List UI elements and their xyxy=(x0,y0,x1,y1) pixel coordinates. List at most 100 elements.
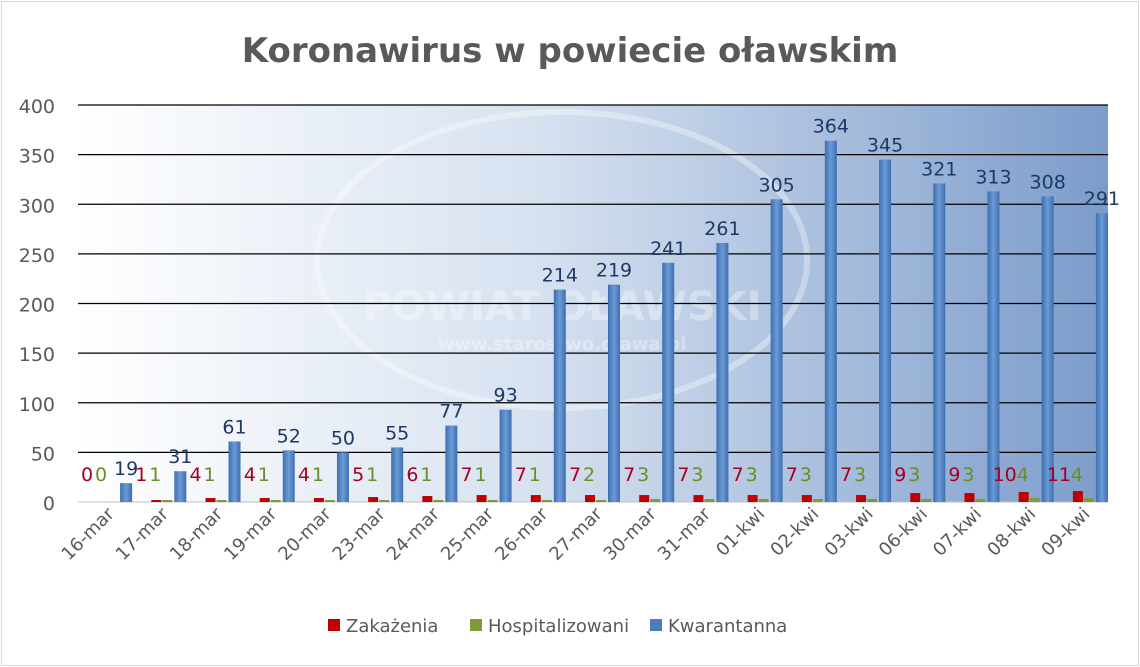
data-label: 9 xyxy=(894,464,906,486)
data-label: 61 xyxy=(222,416,246,438)
bar-kwarantanna xyxy=(716,242,729,502)
bar-hospitalizowani xyxy=(324,500,335,502)
data-label: 1 xyxy=(135,464,147,486)
legend: Zakażenia Hospitalizowani Kwarantanna xyxy=(328,616,787,637)
bar-zakazenia xyxy=(801,495,812,502)
data-label: 3 xyxy=(908,464,920,486)
bar-hospitalizowani xyxy=(379,500,390,502)
data-label: 6 xyxy=(406,464,418,486)
x-tick-label: 17-mar xyxy=(112,503,173,564)
bar-zakazenia xyxy=(422,496,433,502)
x-tick-label: 07-kwi xyxy=(929,504,986,561)
data-label: 7 xyxy=(732,464,744,486)
x-tick-label: 02-kwi xyxy=(766,504,823,561)
data-label: 1 xyxy=(366,464,378,486)
data-label: 50 xyxy=(331,427,355,449)
data-label: 10 xyxy=(993,464,1017,486)
data-label: 308 xyxy=(1030,171,1066,193)
y-tick-label: 300 xyxy=(19,195,55,217)
bar-hospitalizowani xyxy=(216,500,227,502)
bar-kwarantanna xyxy=(174,471,187,502)
bar-zakazenia xyxy=(964,493,975,502)
y-tick-label: 0 xyxy=(43,493,55,515)
data-label: 7 xyxy=(569,464,581,486)
data-label: 3 xyxy=(800,464,812,486)
bar-zakazenia xyxy=(476,495,487,502)
bar-kwarantanna xyxy=(228,441,241,502)
data-label: 4 xyxy=(1017,464,1029,486)
data-label: 7 xyxy=(786,464,798,486)
data-label: 11 xyxy=(1047,464,1071,486)
bar-hospitalizowani xyxy=(1083,498,1094,502)
bar-hospitalizowani xyxy=(975,499,986,502)
legend-label: Kwarantanna xyxy=(668,616,787,637)
chart-title: Koronawirus w powiecie oławskim xyxy=(242,31,899,71)
data-label: 9 xyxy=(948,464,960,486)
bar-zakazenia xyxy=(205,498,216,502)
bar-kwarantanna xyxy=(608,284,620,502)
bar-kwarantanna xyxy=(499,409,512,502)
bar-kwarantanna xyxy=(933,183,946,502)
data-label: 291 xyxy=(1084,188,1120,210)
data-label: 31 xyxy=(168,446,192,468)
y-tick-label: 250 xyxy=(19,245,55,267)
legend-label: Hospitalizowani xyxy=(488,616,629,637)
data-label: 241 xyxy=(650,238,686,260)
data-label: 3 xyxy=(962,464,974,486)
data-label: 313 xyxy=(975,166,1011,188)
bar-hospitalizowani xyxy=(758,499,769,502)
bar-zakazenia xyxy=(1018,492,1029,502)
bar-hospitalizowani xyxy=(812,499,823,502)
bar-kwarantanna xyxy=(770,199,783,502)
x-tick-label: 19-mar xyxy=(220,503,281,564)
data-label: 1 xyxy=(529,464,541,486)
data-label: 19 xyxy=(114,458,138,480)
bar-hospitalizowani xyxy=(162,500,173,502)
data-label: 1 xyxy=(149,464,161,486)
bar-hospitalizowani xyxy=(433,500,444,502)
bar-zakazenia xyxy=(530,495,541,502)
y-tick-label: 350 xyxy=(19,146,55,168)
bar-hospitalizowani xyxy=(704,499,715,502)
bar-kwarantanna xyxy=(336,452,349,502)
bar-kwarantanna xyxy=(391,447,404,502)
data-label: 214 xyxy=(542,265,578,287)
legend-swatch xyxy=(328,619,340,631)
data-label: 4 xyxy=(1071,464,1083,486)
data-label: 1 xyxy=(312,464,324,486)
data-label: 93 xyxy=(493,385,517,407)
bar-kwarantanna xyxy=(824,140,837,503)
x-tick-label: 25-mar xyxy=(437,503,498,564)
data-label: 55 xyxy=(385,422,409,444)
data-label: 4 xyxy=(189,464,201,486)
bar-hospitalizowani xyxy=(596,500,606,502)
x-tick-label: 08-kwi xyxy=(983,504,1040,561)
data-label: 2 xyxy=(583,464,595,486)
data-label: 77 xyxy=(439,401,463,423)
data-label: 3 xyxy=(854,464,866,486)
bar-zakazenia xyxy=(1072,491,1083,502)
bar-hospitalizowani xyxy=(867,499,878,502)
data-label: 0 xyxy=(95,464,107,486)
x-tick-label: 03-kwi xyxy=(821,504,878,561)
legend-swatch xyxy=(650,619,662,631)
data-label: 1 xyxy=(420,464,432,486)
bar-zakazenia xyxy=(151,500,162,502)
data-label: 0 xyxy=(81,464,93,486)
bar-kwarantanna xyxy=(987,191,1000,502)
bar-zakazenia xyxy=(856,495,867,502)
y-tick-label: 50 xyxy=(31,443,55,465)
bar-zakazenia xyxy=(639,495,650,502)
bar-zakazenia xyxy=(585,495,595,502)
bar-zakazenia xyxy=(693,495,704,502)
x-tick-label: 30-mar xyxy=(600,503,661,564)
bar-zakazenia xyxy=(313,498,324,502)
x-tick-label: 16-mar xyxy=(58,503,119,564)
bar-zakazenia xyxy=(910,493,921,502)
bar-kwarantanna xyxy=(282,450,295,502)
data-label: 345 xyxy=(867,135,903,157)
bar-kwarantanna xyxy=(120,483,133,502)
bar-kwarantanna xyxy=(1041,196,1054,502)
